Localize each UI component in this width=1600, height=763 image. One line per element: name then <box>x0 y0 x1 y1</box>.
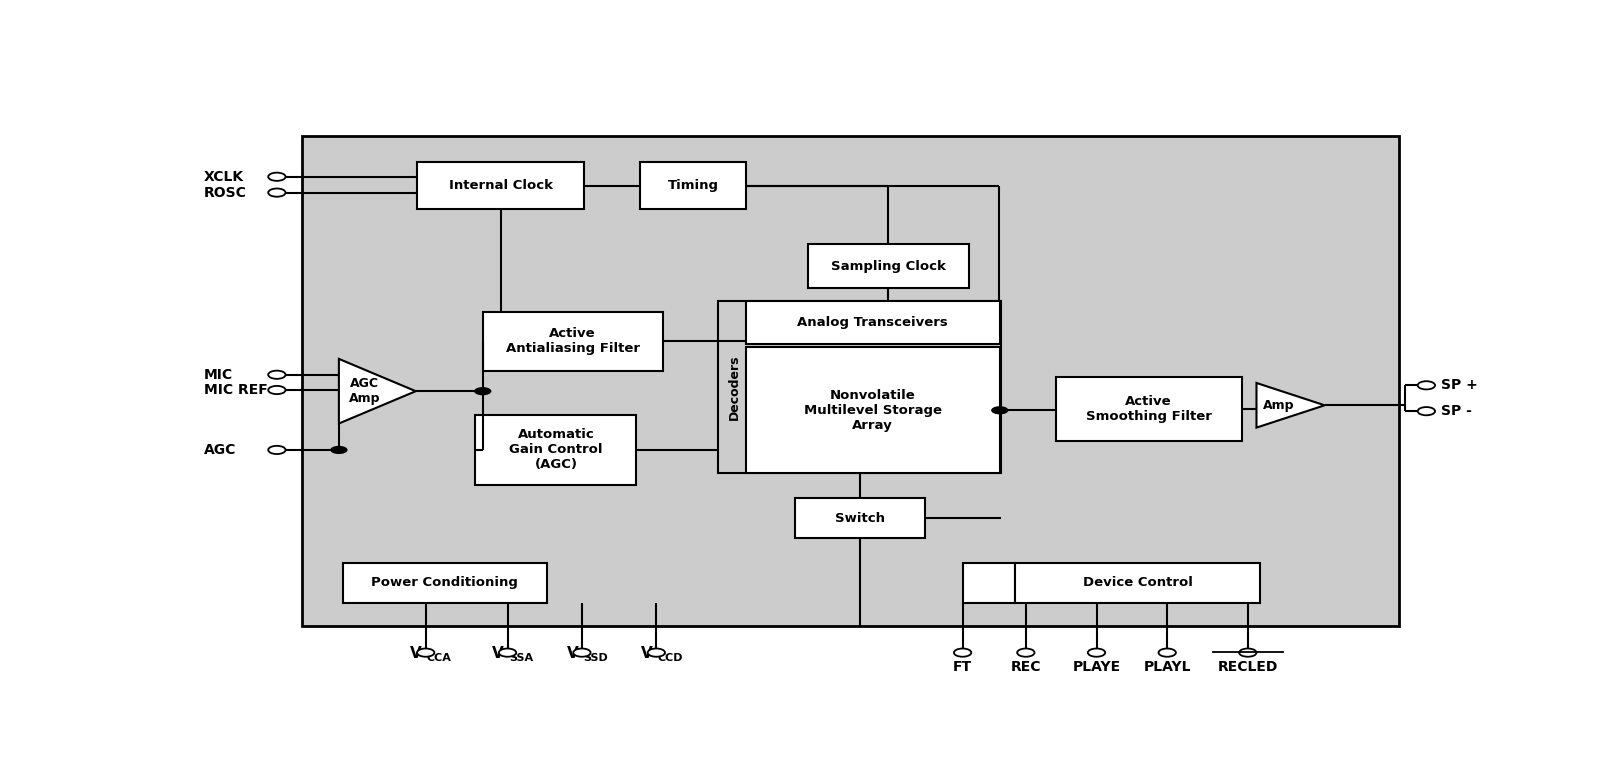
Text: Nonvolatile
Multilevel Storage
Array: Nonvolatile Multilevel Storage Array <box>803 389 942 432</box>
Text: CCD: CCD <box>658 653 683 664</box>
Bar <box>795 498 925 538</box>
Circle shape <box>269 172 285 181</box>
Bar <box>963 563 1014 603</box>
Text: V: V <box>642 646 653 661</box>
Circle shape <box>499 649 517 657</box>
Circle shape <box>269 188 285 197</box>
Text: Timing: Timing <box>667 179 718 192</box>
Circle shape <box>573 649 590 657</box>
Text: V: V <box>493 646 504 661</box>
Bar <box>746 347 1000 473</box>
Circle shape <box>990 406 1008 414</box>
Text: FT: FT <box>954 660 973 674</box>
Text: CCA: CCA <box>427 653 451 664</box>
Circle shape <box>269 446 285 454</box>
Text: Automatic
Gain Control
(AGC): Automatic Gain Control (AGC) <box>509 429 603 472</box>
Circle shape <box>330 446 347 454</box>
Text: V: V <box>410 646 422 661</box>
Circle shape <box>1088 649 1106 657</box>
Text: AGC: AGC <box>203 443 237 457</box>
Circle shape <box>1418 382 1435 389</box>
Polygon shape <box>1256 383 1325 427</box>
Bar <box>1014 563 1261 603</box>
Circle shape <box>269 371 285 379</box>
Text: Sampling Clock: Sampling Clock <box>830 260 946 273</box>
Text: SSA: SSA <box>509 653 533 664</box>
Polygon shape <box>339 359 416 423</box>
Circle shape <box>269 386 285 394</box>
Text: XCLK: XCLK <box>203 169 243 184</box>
Text: Active
Smoothing Filter: Active Smoothing Filter <box>1086 394 1211 423</box>
Text: PLAYE: PLAYE <box>1072 660 1120 674</box>
Circle shape <box>954 649 971 657</box>
Text: Internal Clock: Internal Clock <box>448 179 552 192</box>
Text: SP +: SP + <box>1442 378 1478 392</box>
Text: AGC
Amp: AGC Amp <box>349 377 381 405</box>
Bar <box>342 563 547 603</box>
Text: SP -: SP - <box>1442 404 1472 418</box>
Circle shape <box>474 387 491 395</box>
Text: Amp: Amp <box>1264 399 1294 412</box>
Text: Analog Transceivers: Analog Transceivers <box>797 316 949 330</box>
Circle shape <box>1018 649 1035 657</box>
Circle shape <box>1158 649 1176 657</box>
Text: MIC: MIC <box>203 368 234 382</box>
Text: V: V <box>566 646 578 661</box>
Bar <box>718 301 1002 473</box>
Text: RECLED: RECLED <box>1218 660 1278 674</box>
Text: ROSC: ROSC <box>203 185 246 200</box>
Text: PLAYL: PLAYL <box>1144 660 1190 674</box>
Bar <box>1056 376 1242 441</box>
Text: Switch: Switch <box>835 512 885 525</box>
Text: Decoders: Decoders <box>728 355 741 420</box>
Text: Active
Antialiasing Filter: Active Antialiasing Filter <box>506 327 640 356</box>
Bar <box>418 162 584 209</box>
Circle shape <box>418 649 434 657</box>
Bar <box>640 162 746 209</box>
Circle shape <box>648 649 666 657</box>
Circle shape <box>1238 649 1256 657</box>
Text: REC: REC <box>1011 660 1042 674</box>
Bar <box>302 136 1398 626</box>
Bar <box>475 414 637 485</box>
Bar <box>483 312 662 371</box>
Text: SSD: SSD <box>582 653 608 664</box>
Text: MIC REF: MIC REF <box>203 383 267 397</box>
Bar <box>808 244 970 288</box>
Bar <box>746 301 1000 344</box>
Circle shape <box>1418 407 1435 415</box>
Text: Power Conditioning: Power Conditioning <box>371 576 518 589</box>
Text: Device Control: Device Control <box>1083 576 1192 589</box>
